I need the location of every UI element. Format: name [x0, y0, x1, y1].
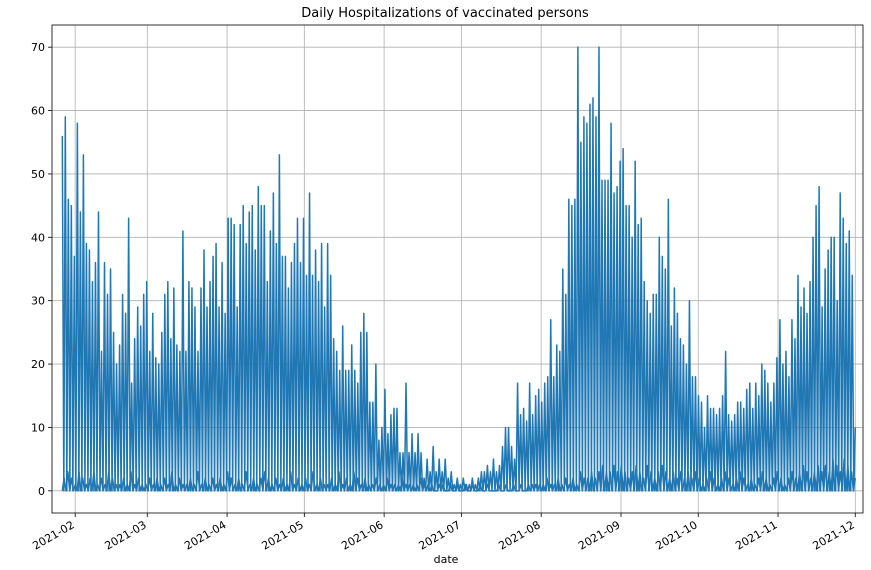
- y-tick-label: 10: [31, 421, 45, 434]
- x-tick-label: 2021-06: [339, 518, 385, 552]
- chart-title: Daily Hospitalizations of vaccinated per…: [301, 6, 589, 21]
- y-tick-label: 70: [31, 41, 45, 54]
- series-line: [61, 458, 857, 492]
- x-tick-label: 2021-05: [260, 518, 306, 552]
- y-tick-label: 0: [38, 485, 45, 498]
- x-tick-label: 2021-07: [417, 518, 463, 552]
- y-tick-label: 20: [31, 358, 45, 371]
- x-tick-label: 2021-10: [653, 518, 699, 552]
- y-axis: 0 10 20 30 40 50 60 70: [31, 41, 52, 498]
- x-tick-label: 2021-12: [810, 518, 856, 552]
- x-tick-label: 2021-04: [182, 518, 228, 552]
- series-line: [61, 46, 857, 492]
- y-tick-label: 50: [31, 168, 45, 181]
- x-axis-label: date: [434, 553, 459, 566]
- y-tick-label: 40: [31, 231, 45, 244]
- y-tick-label: 60: [31, 105, 45, 118]
- x-tick-label: 2021-02: [30, 518, 76, 552]
- x-axis: 2021-02 2021-03 2021-04 2021-05 2021-06 2021-…: [30, 513, 857, 553]
- x-tick-label: 2021-03: [102, 518, 148, 552]
- y-tick-label: 30: [31, 295, 45, 308]
- x-tick-label: 2021-08: [496, 518, 542, 552]
- plot-frame: [51, 24, 864, 514]
- grid-lines: [52, 25, 863, 513]
- series-layer: [61, 46, 857, 492]
- x-tick-label: 2021-11: [733, 518, 779, 552]
- x-tick-label: 2021-09: [576, 518, 622, 552]
